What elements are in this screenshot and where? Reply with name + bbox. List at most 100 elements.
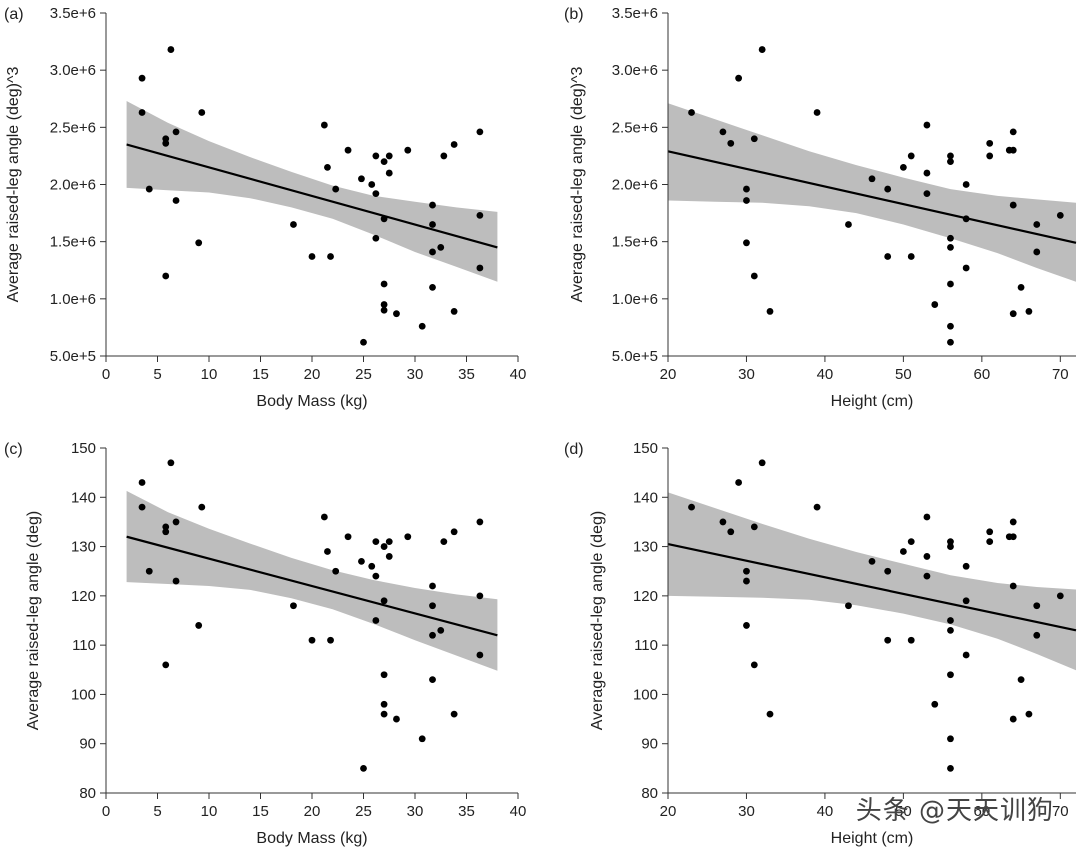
x-tick-label: 40 [817, 366, 834, 383]
data-point [884, 253, 892, 260]
data-point [138, 74, 146, 82]
data-point [162, 272, 170, 280]
regression-line [667, 150, 1077, 244]
x-tick-label: 5 [153, 366, 161, 383]
x-tick-label: 20 [660, 366, 677, 383]
data-point [727, 139, 735, 147]
data-point [719, 518, 727, 526]
data-point [868, 557, 876, 565]
y-tick-label: 120 [633, 588, 658, 605]
data-point [947, 543, 954, 550]
data-point [450, 141, 458, 148]
x-tick-label: 30 [407, 366, 424, 383]
y-axis-label: Average raised-leg angle (deg) [25, 511, 42, 730]
data-point [372, 538, 380, 546]
data-point [437, 243, 445, 251]
data-point [393, 715, 400, 723]
data-point [327, 636, 334, 644]
data-point [986, 139, 994, 147]
data-point [962, 597, 970, 605]
data-point [923, 513, 931, 521]
y-tick-label: 110 [634, 637, 658, 654]
data-point [688, 109, 695, 116]
data-point [1009, 715, 1017, 723]
x-tick-label: 15 [252, 366, 269, 383]
data-point [766, 710, 774, 718]
data-point [931, 301, 939, 308]
data-point [404, 146, 412, 154]
data-point [358, 175, 365, 183]
x-tick-label: 35 [458, 803, 475, 820]
y-axis-label: Average raised-leg angle (deg)^3 [5, 67, 22, 303]
data-point [162, 139, 170, 147]
data-point [372, 617, 380, 624]
x-tick-label: 70 [1052, 366, 1069, 383]
data-point [750, 135, 758, 143]
data-point [320, 513, 328, 521]
data-point [476, 518, 484, 526]
x-tick-label: 50 [895, 366, 912, 383]
data-point [758, 46, 766, 53]
data-point [385, 538, 393, 546]
data-point [688, 503, 695, 511]
data-point [429, 676, 436, 684]
data-point [198, 503, 206, 511]
data-point [868, 175, 876, 183]
y-tick-label: 3.0e+6 [50, 62, 96, 79]
data-point [385, 553, 393, 560]
y-tick-label: 2.5e+6 [612, 119, 658, 136]
data-point [947, 338, 954, 346]
data-point [1033, 221, 1041, 228]
x-tick-label: 30 [738, 803, 755, 820]
data-point [450, 710, 458, 718]
data-point [719, 128, 727, 136]
data-point [986, 528, 994, 536]
x-tick-label: 40 [817, 803, 834, 820]
data-point [450, 528, 458, 536]
y-tick-label: 1.0e+6 [612, 291, 658, 308]
x-tick-label: 40 [510, 366, 527, 383]
data-point [962, 181, 970, 188]
data-point [727, 528, 735, 536]
y-tick-label: 90 [79, 736, 96, 753]
data-point [172, 128, 180, 136]
y-axis-label: Average raised-leg angle (deg)^3 [569, 67, 586, 303]
data-point [358, 557, 365, 565]
data-point [162, 523, 170, 531]
data-point [404, 533, 412, 541]
y-tick-label: 130 [71, 539, 96, 556]
data-point [476, 264, 484, 272]
data-point [986, 538, 994, 546]
y-tick-label: 90 [641, 736, 658, 753]
x-axis-label: Height (cm) [831, 830, 914, 847]
y-tick-label: 150 [71, 440, 96, 457]
data-point [172, 518, 180, 526]
data-point [385, 169, 393, 177]
data-point [845, 602, 852, 610]
data-point [1017, 284, 1025, 291]
data-point [368, 562, 376, 570]
panel-c: 0 5 10 15 20 25 30 35 40 80 90 100 110 120 130 140 150 Bo… [4, 440, 526, 847]
data-point [167, 46, 175, 53]
data-point [884, 185, 892, 193]
data-point [360, 338, 367, 346]
data-point [320, 121, 328, 129]
data-point [372, 572, 380, 580]
data-point [476, 651, 484, 659]
data-point [884, 567, 892, 575]
x-tick-label: 20 [304, 803, 321, 820]
data-point [923, 553, 931, 560]
x-tick-label: 30 [407, 803, 424, 820]
data-point [380, 158, 388, 166]
data-point [324, 163, 331, 171]
panel-b: 20 30 40 50 60 70 5.0e+5 1.0e+6 1.5e+6 2.0e+6 2.5e… [564, 5, 1077, 410]
data-point [380, 215, 388, 223]
data-point [743, 185, 750, 193]
data-point [172, 577, 180, 585]
data-point [743, 567, 750, 575]
data-point [380, 710, 388, 718]
x-tick-label: 60 [974, 803, 991, 820]
data-point [813, 503, 821, 511]
data-point [308, 636, 316, 644]
